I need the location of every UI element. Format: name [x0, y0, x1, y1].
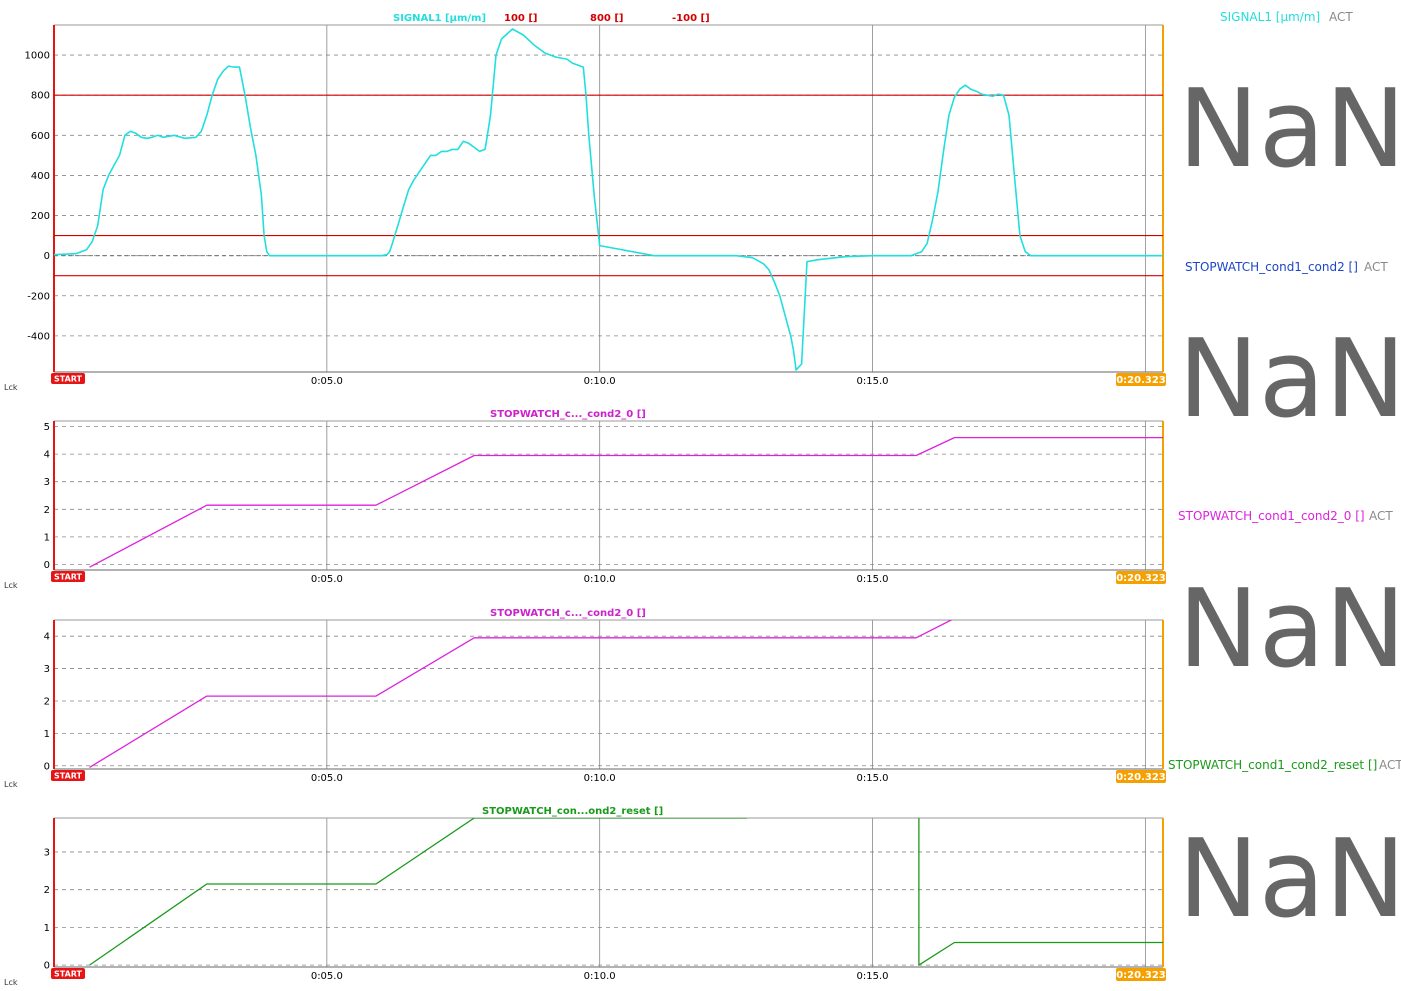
end-time-label: 0:20.323 — [1116, 573, 1166, 584]
status-act: ACT — [1364, 260, 1388, 274]
right-panel-stopwatch: STOPWATCH_cond1_cond2 [] ACT NaN — [1170, 250, 1401, 500]
channel-name-stopwatch-0: STOPWATCH_cond1_cond2_0 [] — [1178, 509, 1365, 523]
y-tick-label: 200 — [31, 211, 50, 222]
chart-panel-3: 4 3 2 1 0 0:05.0 0:10.0 0:15.0 STOPWATCH_c..._co… — [4, 608, 1166, 789]
x-tick-label: 0:05.0 — [311, 971, 343, 982]
x-tick-label: 0:10.0 — [584, 971, 616, 982]
start-badge: START — [51, 770, 85, 781]
x-tick-label: 0:05.0 — [311, 376, 343, 387]
start-badge-label: START — [54, 573, 83, 582]
channel-name-stopwatch-reset: STOPWATCH_cond1_cond2_reset [] — [1168, 758, 1378, 772]
y-tick-label: 2 — [44, 885, 50, 896]
chart-panel-1: 1000 800 600 400 200 0 -200 -400 0:05.0 0:10.0 0:1… — [4, 13, 1166, 392]
y-tick-label: 3 — [44, 477, 50, 488]
end-time-badge: 0:20.323 — [1116, 968, 1166, 981]
legend-label: 800 [] — [590, 13, 624, 24]
y-tick-label: 0 — [44, 961, 50, 972]
status-act: ACT — [1379, 758, 1401, 772]
lck-label: Lck — [4, 383, 18, 392]
y-tick-label: 2 — [44, 696, 50, 707]
right-panel-signal1: SIGNAL1 [µm/m] ACT NaN — [1170, 0, 1401, 250]
end-time-label: 0:20.323 — [1116, 772, 1166, 783]
y-tick-label: 1 — [44, 729, 50, 740]
current-value: NaN — [1178, 67, 1401, 192]
right-panel-stopwatch-reset: STOPWATCH_cond1_cond2_reset [] ACT NaN — [1168, 750, 1401, 991]
y-tick-label: 1 — [44, 532, 50, 543]
start-badge-label: START — [54, 375, 83, 384]
legend-label: -100 [] — [672, 13, 710, 24]
x-tick-label: 0:15.0 — [857, 773, 889, 784]
y-tick-label: 1000 — [25, 51, 50, 62]
end-time-label: 0:20.323 — [1116, 375, 1166, 386]
lck-label: Lck — [4, 978, 18, 987]
status-act: ACT — [1369, 509, 1393, 523]
y-tick-label: 400 — [31, 171, 50, 182]
current-value: NaN — [1178, 317, 1401, 442]
x-tick-label: 0:15.0 — [857, 971, 889, 982]
y-tick-label: 5 — [44, 422, 50, 433]
y-tick-label: 800 — [31, 91, 50, 102]
end-time-badge: 0:20.323 — [1116, 770, 1166, 783]
lck-label: Lck — [4, 780, 18, 789]
x-tick-label: 0:05.0 — [311, 574, 343, 585]
start-badge: START — [51, 373, 85, 384]
x-tick-label: 0:15.0 — [857, 574, 889, 585]
series-line — [89, 436, 1163, 568]
legend-label: STOPWATCH_c..._cond2_0 [] — [490, 608, 646, 619]
channel-name-signal1: SIGNAL1 [µm/m] — [1220, 10, 1321, 24]
series-line — [89, 620, 953, 768]
right-panel-stopwatch-0: STOPWATCH_cond1_cond2_0 [] ACT NaN — [1170, 500, 1401, 750]
x-tick-label: 0:10.0 — [584, 376, 616, 387]
y-tick-label: 3 — [44, 664, 50, 675]
y-tick-label: 0 — [44, 761, 50, 772]
y-tick-label: 2 — [44, 505, 50, 516]
chart-panel-2: 5 4 3 2 1 0 0:05.0 0:10.0 0:15.0 STOPWATCH_c..._c… — [4, 409, 1166, 590]
y-tick-label: 4 — [44, 632, 50, 643]
channel-name-stopwatch: STOPWATCH_cond1_cond2 [] — [1185, 260, 1358, 274]
y-tick-label: 3 — [44, 847, 50, 858]
y-tick-label: 4 — [44, 450, 50, 461]
start-badge-label: START — [54, 970, 83, 979]
series-line — [89, 818, 1163, 966]
start-badge: START — [51, 968, 85, 979]
x-tick-label: 0:10.0 — [584, 574, 616, 585]
legend-label: 100 [] — [504, 13, 538, 24]
chart-panel-4: 3 2 1 0 0:05.0 0:10.0 0:15.0 STOPWATCH_con...on… — [4, 806, 1166, 987]
y-tick-label: 0 — [44, 560, 50, 571]
legend-label: SIGNAL1 [µm/m] — [393, 13, 486, 24]
y-tick-label: 600 — [31, 131, 50, 142]
status-act: ACT — [1329, 10, 1353, 24]
y-tick-label: -400 — [27, 331, 50, 342]
x-tick-label: 0:10.0 — [584, 773, 616, 784]
lck-label: Lck — [4, 581, 18, 590]
current-value: NaN — [1178, 817, 1401, 942]
end-time-label: 0:20.323 — [1116, 970, 1166, 981]
y-tick-label: 1 — [44, 923, 50, 934]
y-tick-label: 0 — [44, 251, 50, 262]
start-badge: START — [51, 571, 85, 582]
current-value: NaN — [1178, 567, 1401, 692]
x-tick-label: 0:15.0 — [857, 376, 889, 387]
legend-label: STOPWATCH_con...ond2_reset [] — [482, 806, 663, 817]
start-badge-label: START — [54, 772, 83, 781]
end-time-badge: 0:20.323 — [1116, 373, 1166, 386]
x-tick-label: 0:05.0 — [311, 773, 343, 784]
series-line — [54, 28, 1163, 371]
y-tick-label: -200 — [27, 291, 50, 302]
end-time-badge: 0:20.323 — [1116, 571, 1166, 584]
legend-label: STOPWATCH_c..._cond2_0 [] — [490, 409, 646, 420]
